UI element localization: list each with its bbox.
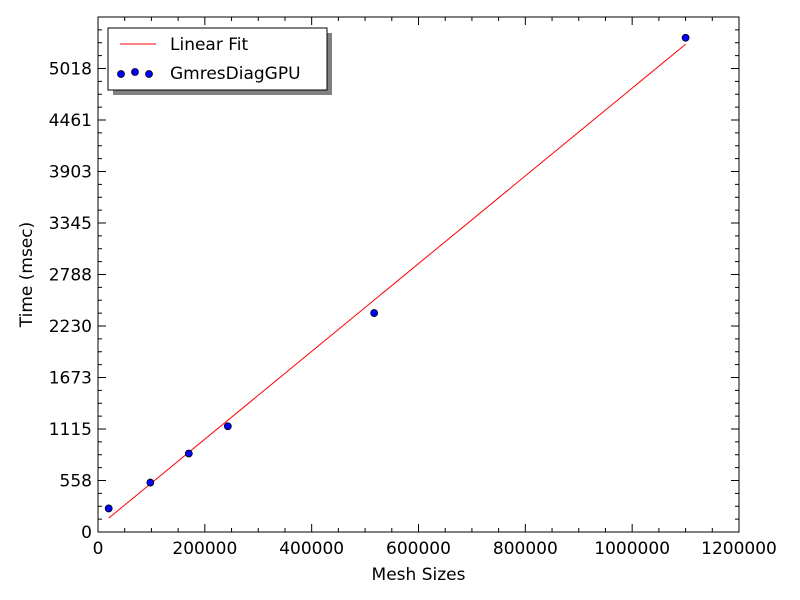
series-line-linear-fit xyxy=(108,43,686,519)
legend-swatch-gmresdiaggpu xyxy=(117,68,153,78)
legend-label-gmresdiaggpu: GmresDiagGPU xyxy=(170,64,301,84)
legend-marker xyxy=(145,70,153,78)
x-axis: 0 200000 400000 600000 800000 1000000 1200000 xyxy=(93,17,777,559)
x-tick-label: 800000 xyxy=(493,539,558,559)
legend-marker xyxy=(117,70,125,78)
y-tick-label: 4461 xyxy=(49,111,92,131)
y-axis-label: Time (msec) xyxy=(17,222,37,329)
y-axis: 0 558 1115 1673 2230 2788 3345 3903 4461 5018 xyxy=(49,29,739,543)
legend-box xyxy=(107,27,328,91)
data-point xyxy=(681,33,690,42)
legend-marker xyxy=(131,68,139,76)
y-tick-label: 0 xyxy=(81,523,92,543)
x-axis-label: Mesh Sizes xyxy=(372,565,466,585)
y-tick-label: 1673 xyxy=(49,369,92,389)
y-tick-label: 2788 xyxy=(49,266,92,286)
y-tick-label: 558 xyxy=(60,472,92,492)
x-tick-label: 1200000 xyxy=(701,539,777,559)
x-tick-label: 1000000 xyxy=(594,539,670,559)
x-tick-label: 200000 xyxy=(172,539,237,559)
data-point xyxy=(370,309,379,317)
plot-frame xyxy=(97,16,740,533)
data-point xyxy=(146,478,155,487)
y-tick-label: 3903 xyxy=(49,163,92,183)
legend: Linear Fit GmresDiagGPU xyxy=(107,27,332,95)
series-layer xyxy=(104,33,690,519)
x-tick-label: 400000 xyxy=(279,539,344,559)
x-tick-label: 0 xyxy=(93,539,104,559)
y-tick-label: 1115 xyxy=(49,420,92,440)
x-tick-label: 600000 xyxy=(386,539,451,559)
y-tick-label: 3345 xyxy=(49,214,92,234)
data-point xyxy=(223,422,232,431)
data-point xyxy=(184,449,193,458)
y-tick-label: 5018 xyxy=(49,60,92,80)
y-tick-label: 2230 xyxy=(49,317,92,337)
legend-label-linear-fit: Linear Fit xyxy=(170,35,249,55)
data-point xyxy=(104,504,113,513)
